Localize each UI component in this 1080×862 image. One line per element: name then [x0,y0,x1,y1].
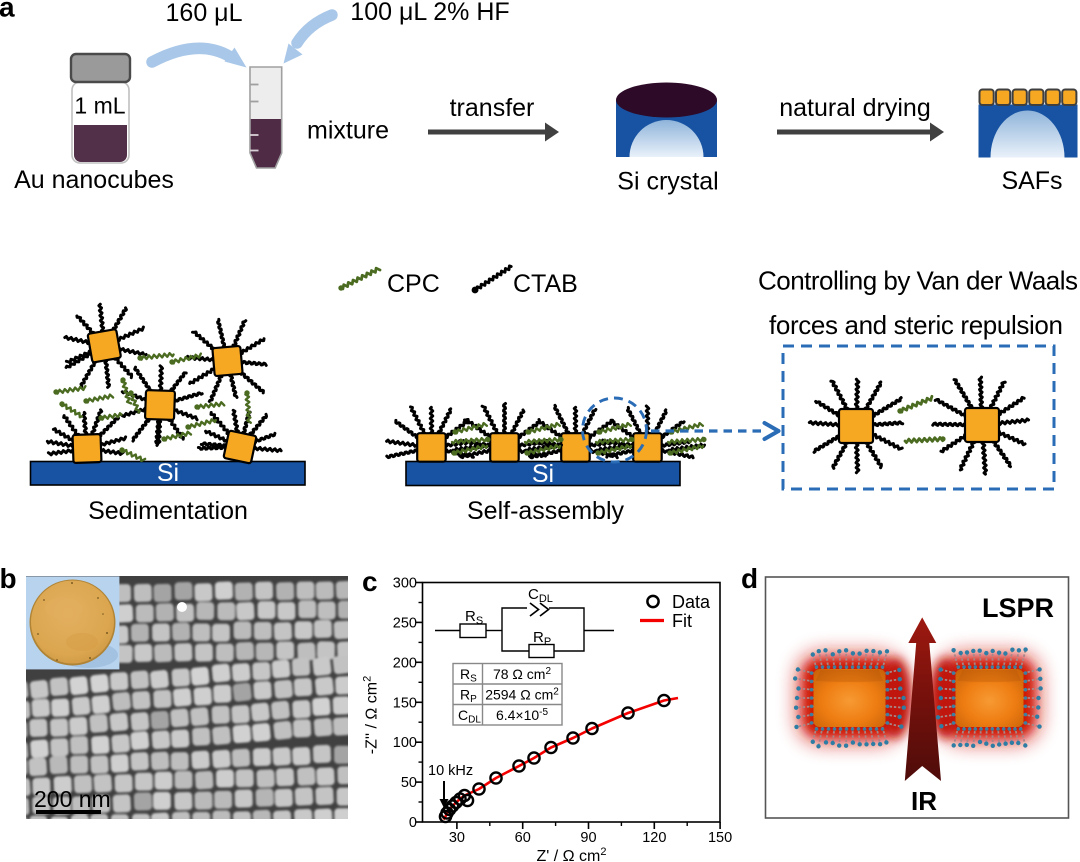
svg-text:Si crystal: Si crystal [617,168,718,196]
svg-text:100 μL 2% HF: 100 μL 2% HF [350,0,509,26]
svg-text:Fit: Fit [672,611,692,631]
svg-text:CPC: CPC [387,270,440,298]
svg-text:150: 150 [393,695,417,711]
svg-text:30: 30 [449,830,465,846]
svg-text:150: 150 [708,830,732,846]
svg-text:natural drying: natural drying [779,94,930,122]
svg-text:a: a [0,0,15,23]
svg-text:200 nm: 200 nm [34,786,111,812]
svg-text:d: d [741,563,758,594]
svg-text:Z' / Ω cm2: Z' / Ω cm2 [536,846,606,862]
svg-text:Self-assembly: Self-assembly [467,497,624,525]
svg-text:10 kHz: 10 kHz [428,763,473,779]
svg-text:78 Ω cm2: 78 Ω cm2 [493,666,551,682]
svg-text:6.4×10-5: 6.4×10-5 [496,707,549,723]
svg-text:Data: Data [672,592,711,612]
svg-text:b: b [0,563,17,594]
svg-text:transfer: transfer [450,94,535,122]
svg-text:Sedimentation: Sedimentation [88,497,248,525]
svg-text:50: 50 [401,775,417,791]
svg-text:160 μL: 160 μL [166,0,243,27]
svg-text:1 mL: 1 mL [74,93,125,119]
svg-text:Au nanocubes: Au nanocubes [14,166,174,194]
svg-text:SAFs: SAFs [1001,167,1062,195]
svg-text:2594 Ω cm2: 2594 Ω cm2 [485,687,559,703]
svg-text:250: 250 [393,615,417,631]
svg-text:c: c [362,566,378,597]
svg-text:-Z'' / Ω cm2: -Z'' / Ω cm2 [362,676,381,754]
svg-text:forces and steric repulsion: forces and steric repulsion [769,310,1063,340]
svg-text:mixture: mixture [307,117,389,145]
svg-text:90: 90 [580,830,596,846]
svg-text:120: 120 [642,830,666,846]
svg-text:Si: Si [532,460,554,488]
svg-text:0: 0 [409,815,417,831]
svg-text:IR: IR [911,786,937,816]
svg-text:300: 300 [393,576,417,592]
svg-text:60: 60 [515,830,531,846]
svg-text:LSPR: LSPR [982,593,1054,623]
svg-text:200: 200 [393,655,417,671]
svg-text:Si: Si [157,459,179,487]
svg-text:Controlling by Van der Waals: Controlling by Van der Waals [758,266,1078,296]
svg-text:CTAB: CTAB [513,270,578,298]
svg-text:100: 100 [393,735,417,751]
